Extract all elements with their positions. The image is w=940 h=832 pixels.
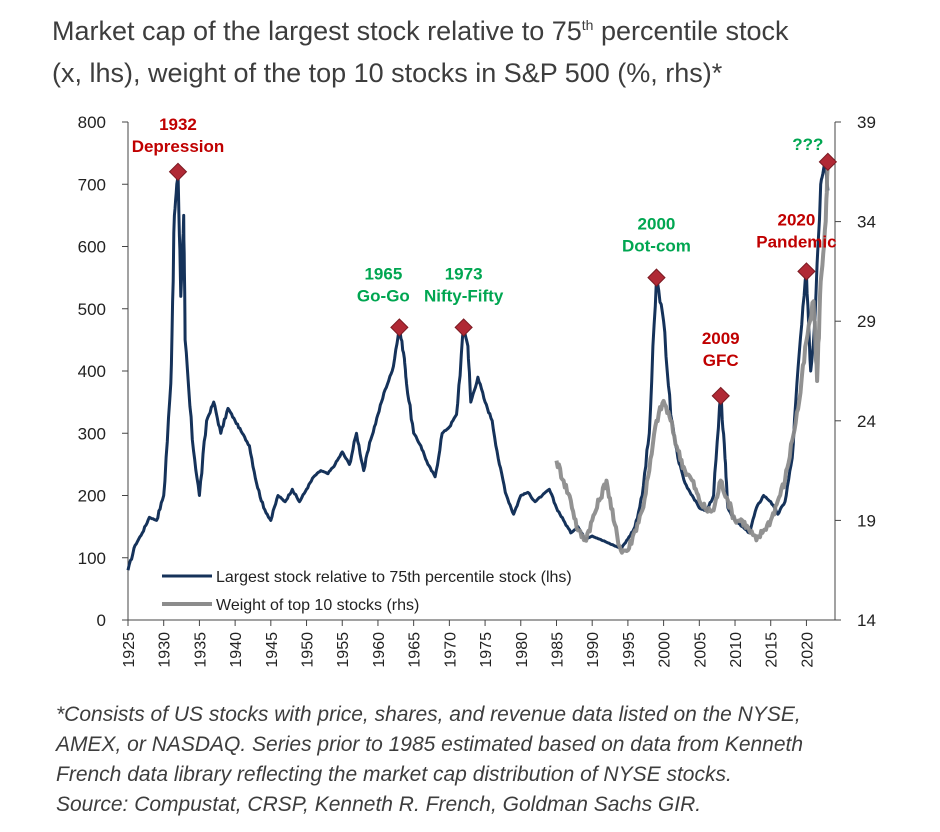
y-right-tick-label: 39 [857, 113, 876, 132]
annotation-year: 1932 [159, 115, 197, 134]
chart-area: 0 100 200 300 400 500 600 700 800 14 19 24 29 34 39 192… [78, 113, 876, 668]
y-left-tick-label: 100 [78, 549, 106, 568]
x-tick-label: 1925 [121, 632, 138, 668]
annotation-event: GFC [703, 351, 739, 370]
y-right-tick-label: 19 [857, 511, 876, 530]
annotation-year: ??? [792, 135, 823, 154]
x-tick-label: 2000 [657, 632, 674, 668]
y-left-tick-label: 300 [78, 424, 106, 443]
chart-title: Market cap of the largest stock relative… [52, 10, 932, 94]
annotation-event: Nifty-Fifty [424, 286, 504, 305]
y-left-tick-label: 500 [78, 300, 106, 319]
x-tick-label: 1955 [335, 632, 352, 668]
x-tick-label: 1975 [478, 632, 495, 668]
annotation-marker [818, 152, 838, 172]
x-tick-label: 1970 [442, 632, 459, 668]
title-line-2: (x, lhs), weight of the top 10 stocks in… [52, 58, 723, 88]
x-tick-label: 1940 [228, 632, 245, 668]
annotation-event: Dot-com [622, 237, 691, 256]
x-tick-label: 1985 [549, 632, 566, 668]
legend-label-top10-weight: Weight of top 10 stocks (rhs) [216, 597, 419, 614]
annotation-marker [168, 162, 188, 181]
y-left-tick-label: 700 [78, 175, 106, 194]
x-tick-label: 1995 [621, 632, 638, 668]
title-line-1: Market cap of the largest stock relative… [52, 16, 789, 46]
y-right-tick-label: 14 [857, 611, 876, 630]
x-tick-label: 1945 [264, 632, 281, 668]
annotation-event: Depression [132, 137, 225, 156]
x-tick-label: 2015 [764, 632, 781, 668]
y-left-tick-label: 800 [78, 113, 106, 132]
x-tick-label: 2020 [799, 632, 816, 668]
y-left-tick-label: 400 [78, 362, 106, 381]
annotation-event: Pandemic [756, 232, 836, 251]
y-right-tick-label: 24 [857, 412, 876, 431]
footnote-line-2: AMEX, or NASDAQ. Series prior to 1985 es… [56, 733, 804, 756]
series-line-top10-weight [554, 161, 830, 555]
annotation-marker [797, 262, 816, 281]
footnote-line-3: French data library reflecting the marke… [56, 763, 732, 786]
x-tick-label: 1965 [407, 632, 424, 668]
y-right-tick-label: 29 [857, 312, 876, 331]
annotation-year: 2020 [778, 210, 816, 229]
footnote-line-4: Source: Compustat, CRSP, Kenneth R. Fren… [56, 793, 702, 816]
x-tick-label: 1950 [300, 632, 317, 668]
footnote-line-1: *Consists of US stocks with price, share… [56, 703, 801, 726]
x-tick-label: 2010 [728, 632, 745, 668]
y-left-tick-label: 600 [78, 238, 106, 257]
x-tick-label: 1960 [371, 632, 388, 668]
y-left-tick-label: 200 [78, 487, 106, 506]
annotation-year: 2009 [702, 329, 740, 348]
annotation-marker [390, 318, 409, 337]
annotation-marker [647, 268, 666, 287]
annotation-marker [711, 386, 730, 406]
x-tick-label: 1935 [192, 632, 209, 668]
legend-label-largest-stock: Largest stock relative to 75th percentil… [216, 569, 572, 586]
annotation-event: Go-Go [357, 286, 410, 305]
x-tick-label: 1930 [157, 632, 174, 668]
x-tick-label: 1980 [514, 632, 531, 668]
y-right-tick-label: 34 [857, 213, 876, 232]
series-line-largest-stock [126, 157, 830, 571]
x-tick-label: 2005 [692, 632, 709, 668]
annotation-marker [454, 318, 473, 337]
x-tick-label: 1990 [585, 632, 602, 668]
annotation-year: 1965 [364, 264, 402, 283]
annotation-year: 2000 [638, 215, 676, 234]
footnote: *Consists of US stocks with price, share… [56, 700, 936, 820]
annotation-year: 1973 [445, 264, 483, 283]
y-left-tick-label: 0 [97, 611, 106, 630]
